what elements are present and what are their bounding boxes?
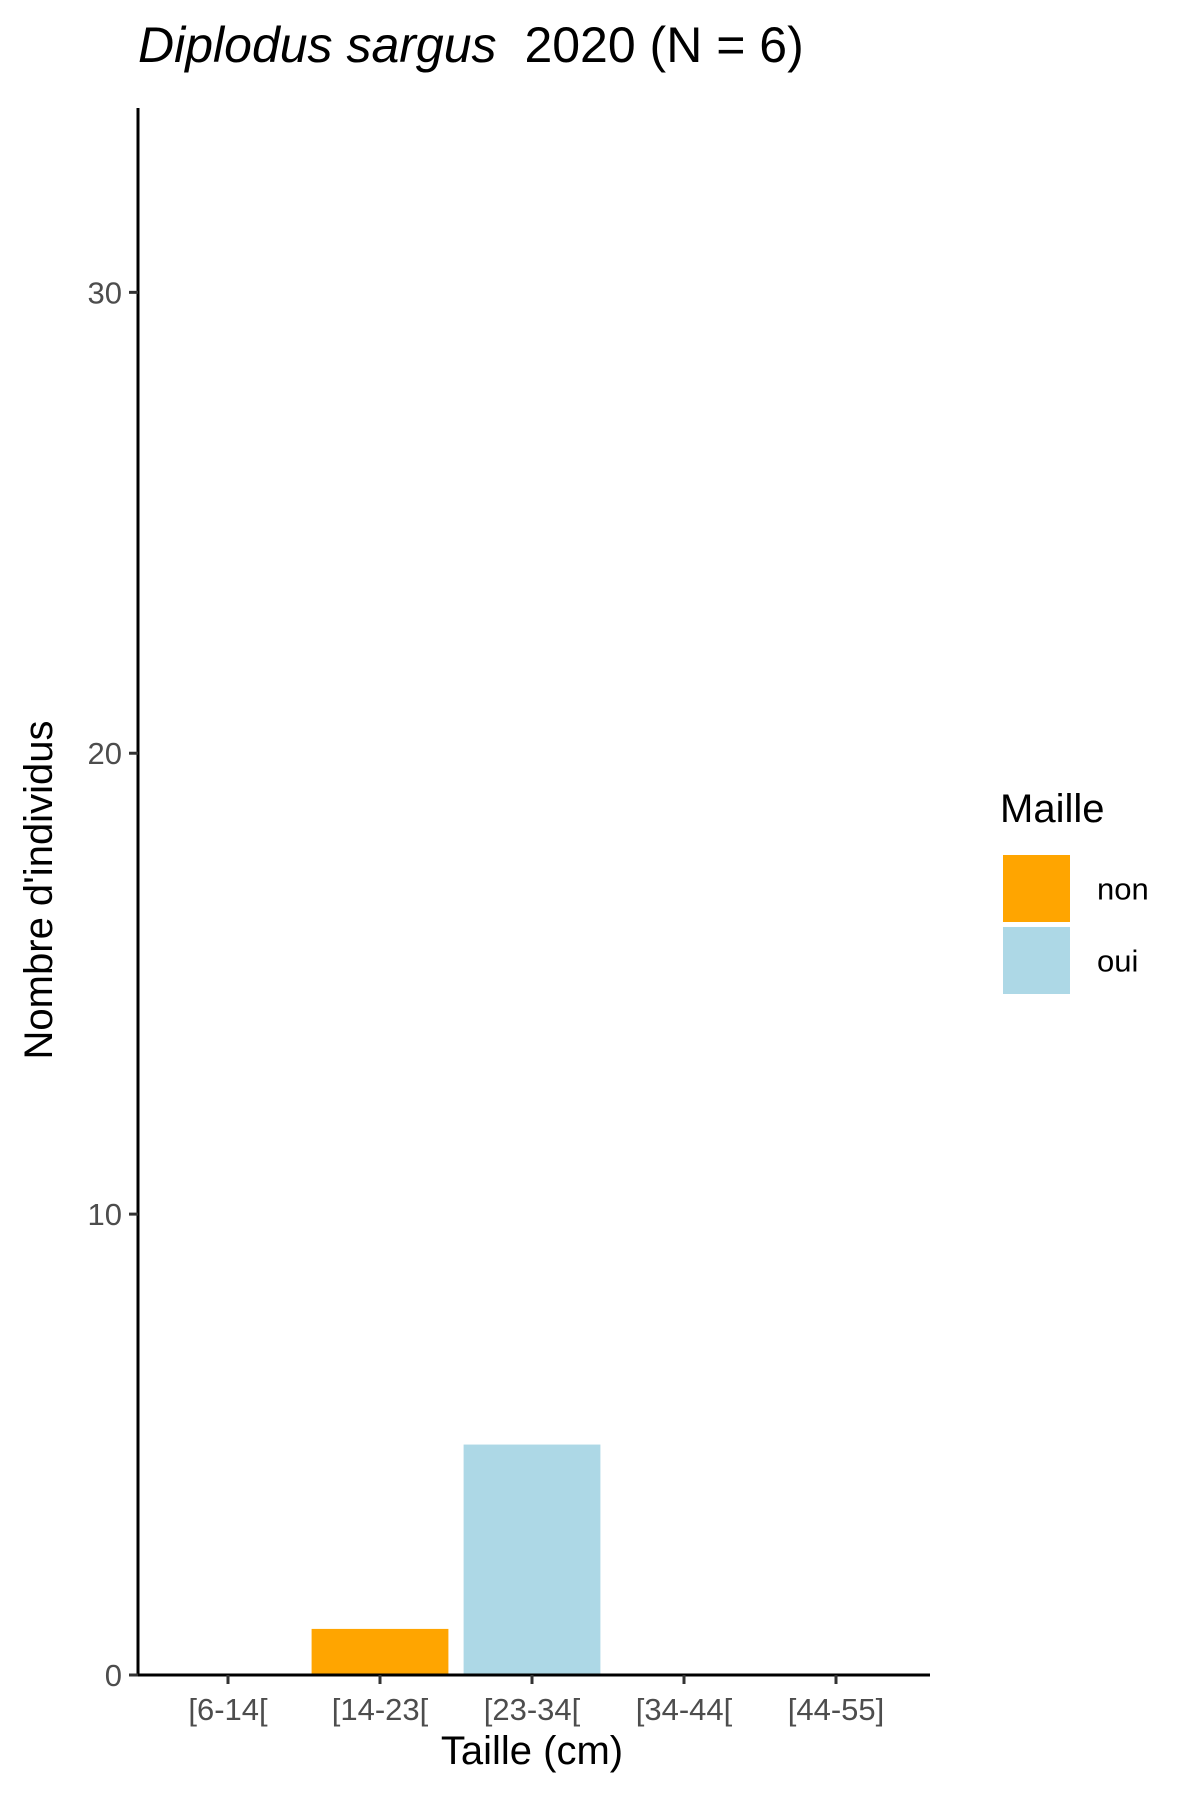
chart-title: Diplodus sargus 2020 (N = 6) [138, 17, 804, 73]
bar-23-34-oui [463, 1444, 601, 1675]
x-tick-label: [14-23[ [332, 1692, 429, 1727]
legend: Maille non oui [1000, 787, 1149, 994]
x-tick-label: [23-34[ [484, 1692, 581, 1727]
x-tick-label: [44-55] [788, 1692, 885, 1727]
y-tick-label: 20 [88, 736, 122, 771]
legend-key-non [1003, 855, 1070, 922]
legend-label-oui: oui [1097, 944, 1138, 979]
y-axis-ticks: 0 10 20 30 [88, 275, 138, 1693]
y-axis-title: Nombre d'individus [17, 721, 61, 1060]
plot-area [311, 1444, 601, 1675]
legend-title: Maille [1000, 787, 1104, 831]
y-tick-label: 30 [88, 275, 122, 310]
x-axis-title: Taille (cm) [441, 1729, 623, 1773]
x-axis-ticks: [6-14[ [14-23[ [23-34[ [34-44[ [44-55] [188, 1675, 884, 1727]
chart-title-rest: 2020 (N = 6) [524, 17, 803, 73]
x-tick-label: [34-44[ [636, 1692, 733, 1727]
y-tick-label: 0 [105, 1658, 122, 1693]
bar-14-23-non [311, 1628, 449, 1675]
legend-key-oui [1003, 927, 1070, 994]
chart-title-species: Diplodus sargus [138, 17, 497, 73]
y-tick-label: 10 [88, 1197, 122, 1232]
x-tick-label: [6-14[ [188, 1692, 268, 1727]
legend-label-non: non [1097, 872, 1149, 907]
